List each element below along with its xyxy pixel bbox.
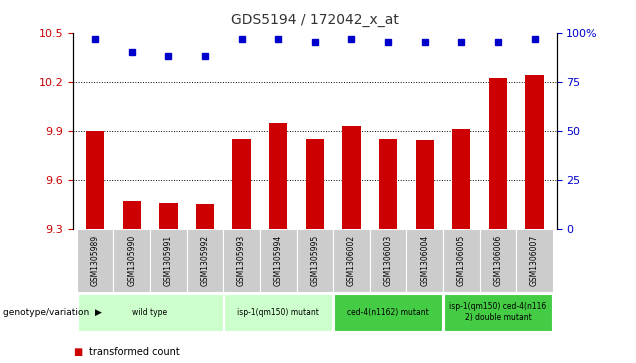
Text: ■: ■ (73, 347, 83, 357)
Bar (159, 203, 177, 229)
Text: GSM1305989: GSM1305989 (90, 235, 100, 286)
Bar (232, 139, 251, 229)
Text: GSM1306004: GSM1306004 (420, 235, 429, 286)
Text: GSM1305990: GSM1305990 (127, 235, 136, 286)
Bar (77, 229, 113, 292)
Text: GSM1305994: GSM1305994 (273, 235, 282, 286)
Text: GSM1306007: GSM1306007 (530, 235, 539, 286)
Bar (196, 204, 214, 229)
Text: ced-4(n1162) mutant: ced-4(n1162) mutant (347, 308, 429, 317)
Bar (296, 229, 333, 292)
Bar (269, 123, 287, 229)
Text: GSM1306005: GSM1306005 (457, 235, 466, 286)
Bar (150, 229, 186, 292)
Bar (334, 294, 442, 331)
Bar (113, 229, 150, 292)
Text: GSM1306002: GSM1306002 (347, 235, 356, 286)
Text: GSM1305992: GSM1305992 (200, 235, 209, 286)
Bar (415, 140, 434, 229)
Bar (342, 126, 361, 229)
Text: wild type: wild type (132, 308, 168, 317)
Bar (333, 229, 370, 292)
Bar (78, 294, 223, 331)
Bar (444, 294, 552, 331)
Bar (370, 229, 406, 292)
Text: isp-1(qm150) mutant: isp-1(qm150) mutant (237, 308, 319, 317)
Bar (123, 201, 141, 229)
Bar (223, 229, 260, 292)
Text: GSM1305993: GSM1305993 (237, 235, 246, 286)
Bar (379, 139, 398, 229)
Bar (525, 75, 544, 229)
Text: GSM1306006: GSM1306006 (494, 235, 502, 286)
Bar (516, 229, 553, 292)
Bar (260, 229, 296, 292)
Bar (186, 229, 223, 292)
Bar (480, 229, 516, 292)
Text: GSM1305991: GSM1305991 (164, 235, 173, 286)
Title: GDS5194 / 172042_x_at: GDS5194 / 172042_x_at (231, 13, 399, 28)
Text: GSM1306003: GSM1306003 (384, 235, 392, 286)
Bar (488, 78, 507, 229)
Text: transformed count: transformed count (89, 347, 180, 357)
Bar (443, 229, 480, 292)
Text: GSM1305995: GSM1305995 (310, 235, 319, 286)
Bar (224, 294, 333, 331)
Bar (86, 131, 104, 229)
Text: isp-1(qm150) ced-4(n116
2) double mutant: isp-1(qm150) ced-4(n116 2) double mutant (449, 302, 546, 322)
Text: genotype/variation  ▶: genotype/variation ▶ (3, 308, 102, 317)
Bar (406, 229, 443, 292)
Bar (306, 139, 324, 229)
Bar (452, 129, 471, 229)
